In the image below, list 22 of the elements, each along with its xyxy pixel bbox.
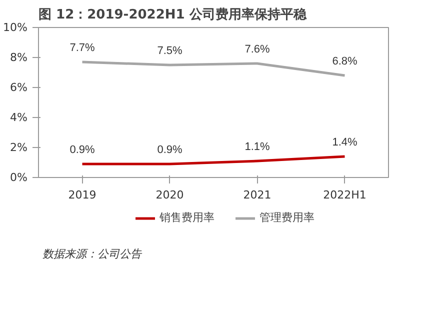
y-tick-label: 0%: [10, 171, 28, 184]
data-label: 1.1%: [244, 141, 270, 153]
x-tick-label: 2019: [68, 188, 96, 202]
data-label: 6.8%: [332, 56, 358, 68]
y-tick-label: 10%: [3, 21, 28, 34]
chart-title: 图 12：2019-2022H1 公司费用率保持平稳: [38, 6, 308, 22]
y-tick-label: 2%: [10, 141, 28, 154]
data-label: 7.7%: [70, 42, 96, 54]
legend-label: 管理费用率: [260, 210, 314, 225]
x-tick-label: 2020: [156, 188, 184, 202]
data-label: 7.5%: [157, 45, 183, 57]
data-label: 0.9%: [157, 144, 183, 156]
y-tick-label: 6%: [10, 81, 28, 94]
y-tick-label: 4%: [10, 111, 28, 124]
source-note: 数据来源：公司公告: [42, 248, 142, 260]
data-label: 0.9%: [70, 144, 96, 156]
x-tick-label: 2021: [243, 188, 272, 202]
x-tick-label: 2022H1: [323, 188, 366, 202]
data-label: 7.6%: [244, 44, 270, 56]
y-tick-label: 8%: [10, 51, 28, 64]
legend-label: 销售费用率: [160, 210, 214, 225]
data-label: 1.4%: [332, 136, 358, 148]
